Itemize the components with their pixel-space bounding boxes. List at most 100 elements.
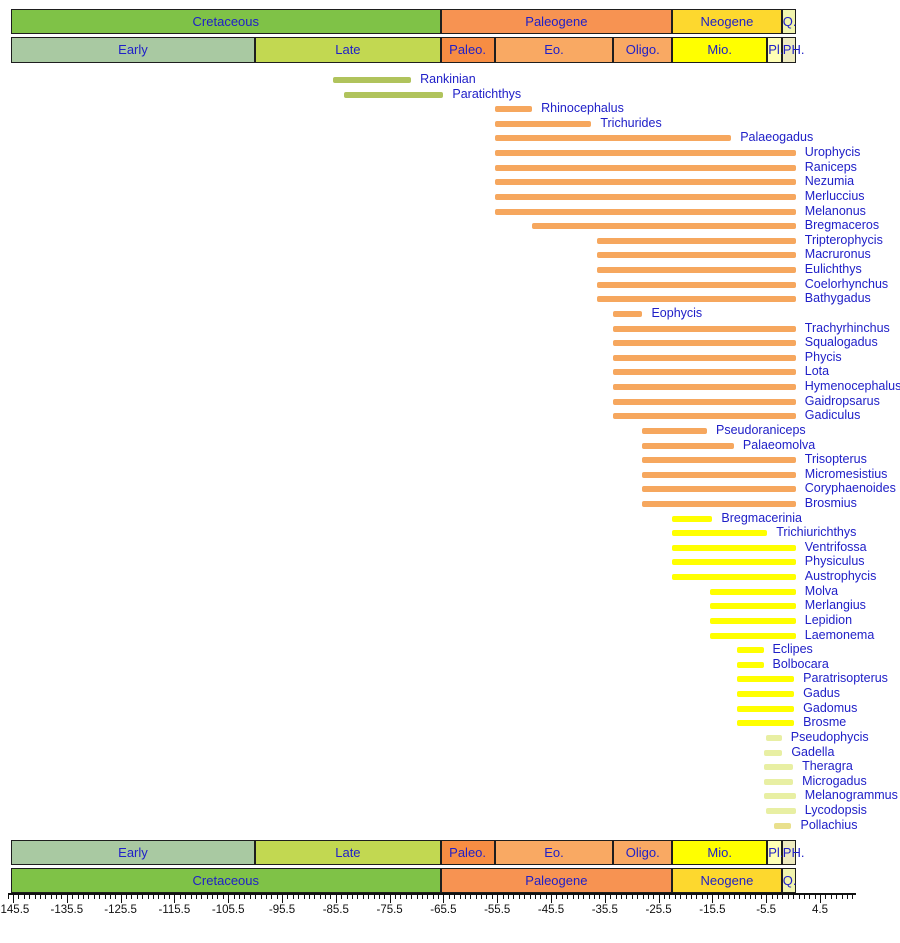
axis-major-tick bbox=[174, 895, 176, 903]
taxon-label-urophycis: Urophycis bbox=[804, 145, 861, 160]
axis-minor-tick bbox=[195, 895, 197, 899]
taxon-bar-gaidropsarus bbox=[612, 398, 796, 405]
axis-minor-tick bbox=[470, 895, 472, 899]
taxon-bar-phycis bbox=[612, 354, 796, 361]
axis-minor-tick bbox=[723, 895, 725, 899]
period-bottom-box-2: Neogene bbox=[672, 868, 782, 893]
axis-minor-tick bbox=[212, 895, 214, 899]
taxon-label-coelorhynchus: Coelorhynchus bbox=[804, 276, 889, 291]
axis-minor-tick bbox=[809, 895, 811, 899]
taxon-label-gadus: Gadus bbox=[803, 686, 841, 701]
axis-major-tick bbox=[712, 895, 714, 903]
taxon-bar-urophycis bbox=[494, 150, 796, 157]
axis-minor-tick bbox=[233, 895, 235, 899]
axis-major-tick bbox=[282, 895, 283, 903]
axis-minor-tick bbox=[217, 895, 219, 899]
taxon-bar-bregmacerinia bbox=[672, 515, 713, 522]
taxon-label-gadomus: Gadomus bbox=[803, 700, 858, 715]
axis-tick-label: -85.5 bbox=[322, 904, 349, 916]
taxon-bar-trichiurichthys bbox=[672, 530, 768, 537]
axis-minor-tick bbox=[265, 895, 267, 899]
axis-minor-tick bbox=[179, 895, 181, 899]
axis-minor-tick bbox=[642, 895, 644, 899]
period-top-box-1: Paleogene bbox=[440, 9, 673, 34]
taxon-label-micromesistius: Micromesistius bbox=[804, 466, 888, 481]
taxon-label-raniceps: Raniceps bbox=[804, 159, 857, 174]
axis-minor-tick bbox=[319, 895, 321, 899]
taxon-label-lota: Lota bbox=[804, 364, 830, 379]
axis-major-tick bbox=[551, 895, 552, 903]
taxon-bar-pseudophycis bbox=[766, 734, 782, 741]
axis-minor-tick bbox=[7, 895, 9, 899]
taxon-bar-trisopterus bbox=[642, 457, 796, 464]
axis-minor-tick bbox=[45, 895, 47, 899]
axis-minor-tick bbox=[803, 895, 805, 899]
axis-minor-tick bbox=[647, 895, 649, 899]
axis-minor-tick bbox=[104, 895, 106, 899]
axis-minor-tick bbox=[744, 895, 746, 899]
axis-minor-tick bbox=[739, 895, 741, 899]
period-top-box-2: Neogene bbox=[672, 9, 782, 34]
taxon-label-merlangius: Merlangius bbox=[804, 598, 866, 613]
taxon-label-laemonema: Laemonema bbox=[804, 627, 875, 642]
taxon-bar-eulichthys bbox=[596, 267, 796, 274]
taxon-bar-merluccius bbox=[494, 193, 796, 200]
taxon-bar-lycodopsis bbox=[766, 808, 796, 814]
axis-tick-label: -5.5 bbox=[756, 904, 777, 916]
axis-minor-tick bbox=[190, 895, 192, 899]
axis-minor-tick bbox=[491, 895, 493, 899]
epoch-top-box-6: Pl. bbox=[767, 37, 783, 63]
axis-minor-tick bbox=[572, 895, 574, 899]
taxon-label-physiculus: Physiculus bbox=[804, 554, 865, 569]
epoch-top-box-7: PH. bbox=[781, 37, 804, 63]
period-bottom-box-3: Q. bbox=[781, 868, 797, 893]
axis-minor-tick bbox=[556, 895, 558, 899]
taxon-bar-theragra bbox=[763, 764, 794, 771]
taxon-bar-gadus bbox=[736, 691, 795, 698]
axis-minor-tick bbox=[529, 895, 531, 899]
axis-minor-tick bbox=[540, 895, 542, 899]
taxon-label-bregmacerinia: Bregmacerinia bbox=[721, 510, 802, 525]
taxon-bar-physiculus bbox=[672, 559, 796, 566]
axis-major-tick bbox=[820, 895, 821, 903]
axis-minor-tick bbox=[502, 895, 504, 899]
taxon-bar-rhinocephalus bbox=[494, 106, 533, 113]
axis-minor-tick bbox=[131, 895, 133, 899]
axis-minor-tick bbox=[459, 895, 461, 899]
axis-tick-label: -105.5 bbox=[211, 904, 245, 916]
axis-minor-tick bbox=[653, 895, 655, 899]
axis-tick-label: -55.5 bbox=[484, 904, 511, 916]
axis-minor-tick bbox=[34, 895, 36, 899]
axis-minor-tick bbox=[244, 895, 246, 899]
axis-major-tick bbox=[120, 895, 122, 903]
taxon-bar-bathygadus bbox=[596, 296, 796, 303]
taxon-bar-eclipes bbox=[736, 647, 764, 654]
axis-minor-tick bbox=[475, 895, 477, 899]
axis-major-tick bbox=[604, 895, 606, 903]
axis-minor-tick bbox=[88, 895, 90, 899]
axis-minor-tick bbox=[39, 895, 41, 899]
taxon-label-gadiculus: Gadiculus bbox=[804, 408, 861, 423]
epoch-bottom-box-1: Late bbox=[255, 840, 441, 865]
axis-major-tick bbox=[66, 895, 68, 903]
taxon-bar-squalogadus bbox=[612, 340, 796, 347]
taxon-bar-ventrifossa bbox=[672, 544, 796, 551]
taxon-bar-laemonema bbox=[709, 632, 796, 639]
taxon-bar-eophycis bbox=[612, 310, 643, 317]
axis-minor-tick bbox=[18, 895, 20, 899]
taxon-label-tripterophycis: Tripterophycis bbox=[804, 232, 883, 247]
axis-minor-tick bbox=[464, 895, 466, 899]
axis-minor-tick bbox=[158, 895, 160, 899]
axis-minor-tick bbox=[701, 895, 703, 899]
axis-line bbox=[8, 893, 856, 895]
taxon-label-melanonus: Melanonus bbox=[804, 203, 866, 218]
taxon-label-trisopterus: Trisopterus bbox=[804, 452, 867, 467]
axis-minor-tick bbox=[733, 895, 735, 899]
axis-tick-label: -135.5 bbox=[50, 904, 84, 916]
axis-minor-tick bbox=[50, 895, 52, 899]
axis-minor-tick bbox=[93, 895, 95, 899]
axis-minor-tick bbox=[357, 895, 359, 899]
axis-minor-tick bbox=[206, 895, 208, 899]
taxon-bar-palaeomolva bbox=[642, 442, 734, 449]
